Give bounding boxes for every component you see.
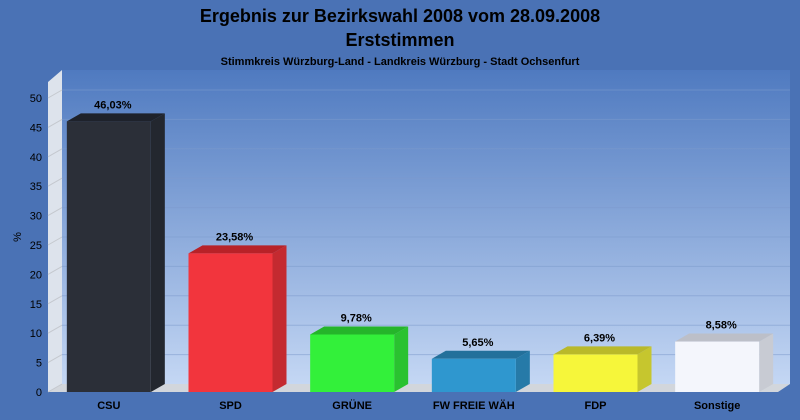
bar [553, 354, 638, 392]
category-label: SPD [219, 400, 242, 412]
bar-top [310, 326, 409, 335]
y-tick-label: 5 [36, 358, 42, 370]
bar-group: 23,58% SPD [188, 231, 287, 412]
bar [431, 358, 516, 392]
bar-top [553, 346, 652, 355]
plot-left-wall [48, 70, 62, 392]
bar-group: 46,03% CSU [66, 99, 165, 412]
category-label: Sonstige [694, 400, 740, 412]
data-label: 5,65% [462, 337, 493, 349]
y-tick-label: 40 [30, 152, 42, 164]
y-tick-label: 0 [36, 387, 42, 399]
plot-back-wall [62, 70, 790, 384]
gridlines [47, 89, 790, 393]
gridline-side [47, 354, 63, 364]
gridline-side [47, 383, 63, 393]
bar-side [150, 113, 165, 392]
y-tick-label: 50 [30, 93, 42, 105]
bar [675, 341, 760, 392]
gridline-side [47, 177, 63, 187]
gridline-side [47, 265, 63, 275]
bar-group: 9,78% GRÜNE [310, 312, 409, 412]
y-tick-label: 30 [30, 211, 42, 223]
bar-group: 6,39% FDP [553, 332, 652, 412]
bar-side [759, 333, 774, 392]
gridline-side [47, 236, 63, 246]
gridline-side [47, 207, 63, 217]
y-tick-label: 15 [30, 299, 42, 311]
bar-top [675, 333, 774, 342]
y-tick-label: 35 [30, 181, 42, 193]
gridline-side [47, 89, 63, 99]
bars: 46,03% CSU 23,58% SPD 9,78% GRÜNE 5,65% FW FREI… [66, 99, 774, 412]
bar-side [394, 326, 409, 392]
category-label: FDP [585, 400, 607, 412]
category-label: GRÜNE [332, 399, 372, 412]
bar [188, 253, 273, 392]
category-label: CSU [97, 400, 120, 412]
chart-subtitle: Stimmkreis Würzburg-Land - Landkreis Wür… [221, 56, 580, 68]
gridline-side [47, 295, 63, 305]
y-tick-label: 20 [30, 269, 42, 281]
bar-top [431, 350, 530, 359]
bar-side [637, 346, 652, 392]
bar-top [66, 113, 165, 122]
gridline-side [47, 324, 63, 334]
bar-group: 8,58% Sonstige [675, 320, 774, 412]
bar-side [272, 245, 287, 392]
data-label: 23,58% [216, 231, 254, 243]
chart-title: Ergebnis zur Bezirkswahl 2008 vom 28.09.… [200, 6, 600, 26]
y-tick-label: 25 [30, 240, 42, 252]
bar [310, 334, 395, 392]
bar-top [188, 245, 287, 254]
category-label: FW FREIE WÄH [433, 399, 515, 412]
data-label: 9,78% [341, 312, 372, 324]
bar-group: 5,65% FW FREIE WÄH [431, 337, 530, 412]
bar [66, 121, 151, 392]
data-label: 6,39% [584, 332, 615, 344]
bar-side [515, 350, 530, 392]
data-label: 8,58% [706, 320, 737, 332]
gridline-side [47, 148, 63, 158]
gridline-side [47, 118, 63, 128]
chart-title-line2: Erststimmen [345, 30, 454, 50]
y-axis-label: % [12, 232, 24, 242]
data-label: 46,03% [94, 99, 132, 111]
y-tick-label: 45 [30, 122, 42, 134]
y-tick-label: 10 [30, 328, 42, 340]
y-axis-ticks: 0 5 10 15 20 25 30 35 40 45 50 [30, 93, 42, 399]
